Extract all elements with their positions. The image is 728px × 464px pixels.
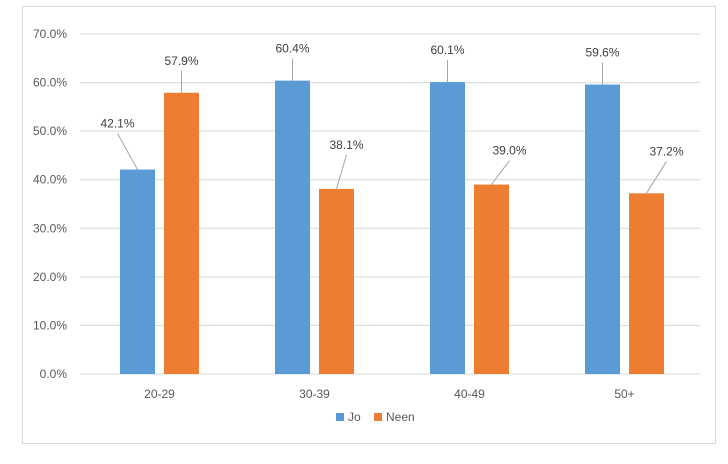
data-label: 60.4% [275,42,309,56]
y-tick-label: 20.0% [33,270,67,284]
data-label: 39.0% [492,144,526,158]
leader-line [117,133,138,170]
y-tick-label: 40.0% [33,173,67,187]
leader-lines [117,58,667,194]
data-labels: 42.1% 57.9% 60.4% 38.1% 60.1% 39.0% 59.6% 37.2% [100,42,683,159]
legend: Jo Neen [336,410,415,424]
leader-line [646,161,667,194]
data-label: 60.1% [430,43,464,57]
x-tick-label: 50+ [614,387,634,401]
bar-neen-40-49 [474,184,509,374]
bars [120,80,664,375]
bar-jo-40-49 [430,82,465,374]
y-tick-label: 0.0% [40,367,68,381]
y-axis-ticks: 0.0% 10.0% 20.0% 30.0% 40.0% 50.0% 60.0% 70.0% [33,27,67,381]
y-tick-label: 70.0% [33,27,67,41]
legend-swatch [374,413,382,421]
y-tick-label: 30.0% [33,221,67,235]
legend-label: Jo [348,410,361,424]
bar-neen-50+ [629,193,664,374]
data-label: 59.6% [585,46,619,60]
data-label: 38.1% [329,138,363,152]
bar-neen-20-29 [164,92,199,375]
x-axis-ticks: 20-29 30-39 40-49 50+ [144,387,635,401]
bar-jo-30-39 [275,80,310,374]
data-label: 42.1% [100,117,134,131]
leader-line [491,160,510,185]
legend-swatch [336,413,344,421]
y-tick-label: 10.0% [33,318,67,332]
y-tick-label: 60.0% [33,76,67,90]
bar-jo-50+ [585,84,620,374]
y-tick-label: 50.0% [33,124,67,138]
data-label: 57.9% [164,54,198,68]
bar-neen-30-39 [319,188,354,374]
leader-line [336,154,347,190]
legend-label: Neen [386,410,415,424]
x-tick-label: 20-29 [144,387,175,401]
x-tick-label: 40-49 [454,387,485,401]
data-label: 37.2% [649,144,683,158]
bar-jo-20-29 [120,169,155,374]
x-tick-label: 30-39 [299,387,330,401]
